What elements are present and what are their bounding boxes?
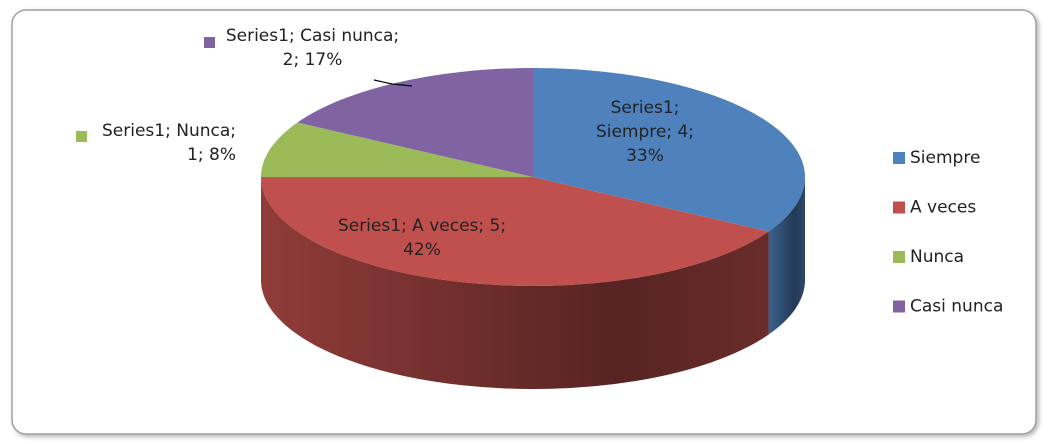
- label-markers: [76, 37, 215, 142]
- legend-swatch: [893, 251, 905, 263]
- slice: [261, 177, 769, 286]
- side-shade: [261, 177, 769, 389]
- legend-swatch: [893, 152, 905, 164]
- legend-label: Nunca: [910, 247, 964, 267]
- legend: Siempre A veces Nunca Casi nunca: [893, 148, 1003, 317]
- data-label: Series1; A veces; 5; 42%: [337, 216, 507, 260]
- legend-label: Casi nunca: [910, 297, 1003, 317]
- data-label: Series1; Nunca; 1; 8%: [102, 121, 236, 165]
- label-marker: [76, 131, 87, 142]
- legend-swatch: [893, 300, 905, 313]
- legend-swatch: [893, 201, 905, 214]
- data-label: Series1; Siempre; 4; 33%: [595, 98, 695, 166]
- data-label: Series1; Casi nunca; 2; 17%: [225, 26, 400, 70]
- leader-line: [373, 79, 413, 87]
- legend-label: A veces: [910, 198, 976, 218]
- slice: [261, 122, 533, 177]
- side-shade: [768, 177, 805, 335]
- slice: [297, 68, 533, 177]
- slice: [533, 68, 805, 232]
- label-marker: [204, 37, 215, 48]
- legend-label: Siempre: [910, 148, 980, 168]
- pie: [261, 68, 805, 389]
